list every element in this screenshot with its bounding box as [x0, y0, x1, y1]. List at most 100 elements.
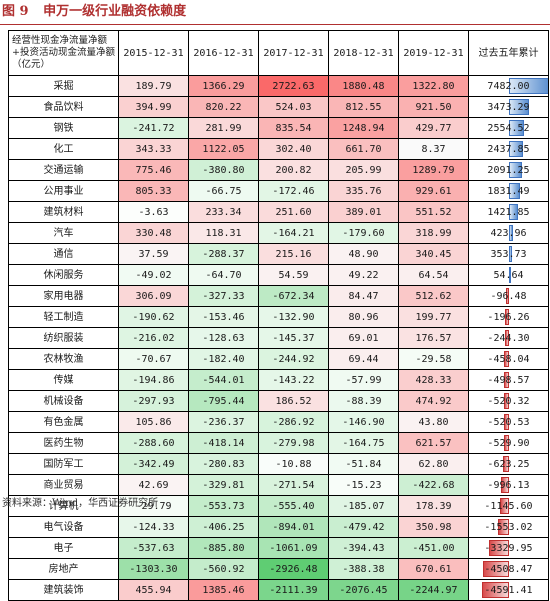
year-value-cell: -271.54: [258, 474, 329, 496]
year-value-cell: -216.02: [118, 327, 189, 349]
year-value-cell: 340.45: [398, 243, 469, 265]
year-value-cell: -1303.30: [118, 558, 189, 580]
year-value-cell: 1289.79: [398, 159, 469, 181]
industry-name: 电子: [8, 537, 119, 559]
sum-value: -458.04: [487, 353, 530, 365]
year-value-cell: 176.57: [398, 327, 469, 349]
year-value-cell: 49.22: [328, 264, 399, 286]
five-year-sum-cell: -520.53: [468, 411, 549, 433]
year-value-cell: 670.61: [398, 558, 469, 580]
industry-name: 电气设备: [8, 516, 119, 538]
year-value-cell: 69.01: [328, 327, 399, 349]
column-header: 2015-12-31: [118, 30, 189, 76]
year-value-cell: 54.59: [258, 264, 329, 286]
year-value-cell: 812.55: [328, 96, 399, 118]
table-row: 建筑材料 -3.63 233.34 251.60 389.01 551.52 1421.85: [8, 201, 549, 223]
industry-name: 农林牧渔: [8, 348, 119, 370]
year-value-cell: -2076.45: [328, 579, 399, 601]
header-row: 经营性现金净流量净额+投资活动现金流量净额（亿元） 2015-12-31 201…: [8, 30, 549, 76]
year-value-cell: 428.33: [398, 369, 469, 391]
sum-column-header: 过去五年累计: [468, 30, 549, 76]
year-value-cell: -422.68: [398, 474, 469, 496]
sum-databar: [505, 309, 509, 325]
year-value-cell: -388.38: [328, 558, 399, 580]
sum-value: 2091.25: [487, 164, 530, 176]
table-row: 休闲服务 -49.02 -64.70 54.59 49.22 64.54 54.64: [8, 264, 549, 286]
table-body: 采掘 189.79 1366.29 2722.63 1880.48 1322.80 7482…: [8, 75, 549, 601]
year-value-cell: 186.52: [258, 390, 329, 412]
sum-value: -623.25: [487, 458, 530, 470]
year-value-cell: 335.76: [328, 180, 399, 202]
year-value-cell: 302.40: [258, 138, 329, 160]
five-year-sum-cell: -244.30: [468, 327, 549, 349]
year-value-cell: 921.50: [398, 96, 469, 118]
year-value-cell: 1122.05: [188, 138, 259, 160]
year-value-cell: -286.92: [258, 411, 329, 433]
year-value-cell: -179.60: [328, 222, 399, 244]
year-value-cell: 42.69: [118, 474, 189, 496]
industry-name: 化工: [8, 138, 119, 160]
five-year-sum-cell: 7482.00: [468, 75, 549, 97]
year-value-cell: 524.03: [258, 96, 329, 118]
title-divider: [0, 24, 550, 25]
year-value-cell: -128.63: [188, 327, 259, 349]
year-value-cell: -672.34: [258, 285, 329, 307]
year-value-cell: -244.92: [258, 348, 329, 370]
column-header: 2018-12-31: [328, 30, 399, 76]
year-value-cell: 48.90: [328, 243, 399, 265]
source-note: 资料来源：Wind，华西证券研究所: [2, 498, 159, 509]
five-year-sum-cell: -96.48: [468, 285, 549, 307]
sum-databar: [508, 246, 513, 262]
industry-name: 计算机: [8, 495, 119, 517]
sum-databar: [508, 99, 529, 115]
year-value-cell: 512.62: [398, 285, 469, 307]
table-row: 医药生物 -288.60 -418.14 -279.98 -164.75 621.57 -5…: [8, 432, 549, 454]
five-year-sum-cell: -196.26: [468, 306, 549, 328]
sum-databar: [508, 225, 513, 241]
year-value-cell: 37.59: [118, 243, 189, 265]
sum-value: 1421.85: [487, 206, 530, 218]
year-value-cell: -194.86: [118, 369, 189, 391]
year-value-cell: -124.33: [118, 516, 189, 538]
table-row: 有色金属 105.86 -236.37 -286.92 -146.90 43.80 -520…: [8, 411, 549, 433]
year-value-cell: 455.94: [118, 579, 189, 601]
year-value-cell: 62.80: [398, 453, 469, 475]
five-year-sum-cell: -623.25: [468, 453, 549, 475]
five-year-sum-cell: 2437.85: [468, 138, 549, 160]
table-row: 家用电器 306.09 -327.33 -672.34 84.47 512.62 -96.4…: [8, 285, 549, 307]
year-value-cell: -406.25: [188, 516, 259, 538]
table-row: 房地产 -1303.30 -560.92 -2926.48 -388.38 670.61 -…: [8, 558, 549, 580]
sum-value: -520.32: [487, 395, 530, 407]
industry-name: 建筑材料: [8, 201, 119, 223]
year-value-cell: -280.83: [188, 453, 259, 475]
year-value-cell: -553.73: [188, 495, 259, 517]
industry-name: 建筑装饰: [8, 579, 119, 601]
year-value-cell: 199.77: [398, 306, 469, 328]
table-row: 交通运输 775.46 -380.80 200.82 205.99 1289.79 2091…: [8, 159, 549, 181]
year-value-cell: 69.44: [328, 348, 399, 370]
year-value-cell: 394.99: [118, 96, 189, 118]
sum-databar: [503, 372, 509, 388]
year-value-cell: -182.40: [188, 348, 259, 370]
year-value-cell: -380.80: [188, 159, 259, 181]
year-value-cell: -288.60: [118, 432, 189, 454]
table-row: 通信 37.59 -288.37 215.16 48.90 340.45 353.73: [8, 243, 549, 265]
year-value-cell: -164.75: [328, 432, 399, 454]
sum-databar: [508, 141, 524, 157]
column-header: 2017-12-31: [258, 30, 329, 76]
year-value-cell: 621.57: [398, 432, 469, 454]
industry-name: 通信: [8, 243, 119, 265]
year-value-cell: -143.22: [258, 369, 329, 391]
table-row: 化工 343.33 1122.05 302.40 661.70 8.37 2437.85: [8, 138, 549, 160]
year-value-cell: -329.81: [188, 474, 259, 496]
year-value-cell: 1385.46: [188, 579, 259, 601]
five-year-sum-cell: 2091.25: [468, 159, 549, 181]
sum-value: -244.30: [487, 332, 530, 344]
year-value-cell: -15.23: [328, 474, 399, 496]
year-value-cell: -555.40: [258, 495, 329, 517]
year-value-cell: -241.72: [118, 117, 189, 139]
year-value-cell: -57.99: [328, 369, 399, 391]
year-value-cell: 251.60: [258, 201, 329, 223]
sum-databar: [503, 414, 509, 430]
sum-value: -498.57: [487, 374, 530, 386]
